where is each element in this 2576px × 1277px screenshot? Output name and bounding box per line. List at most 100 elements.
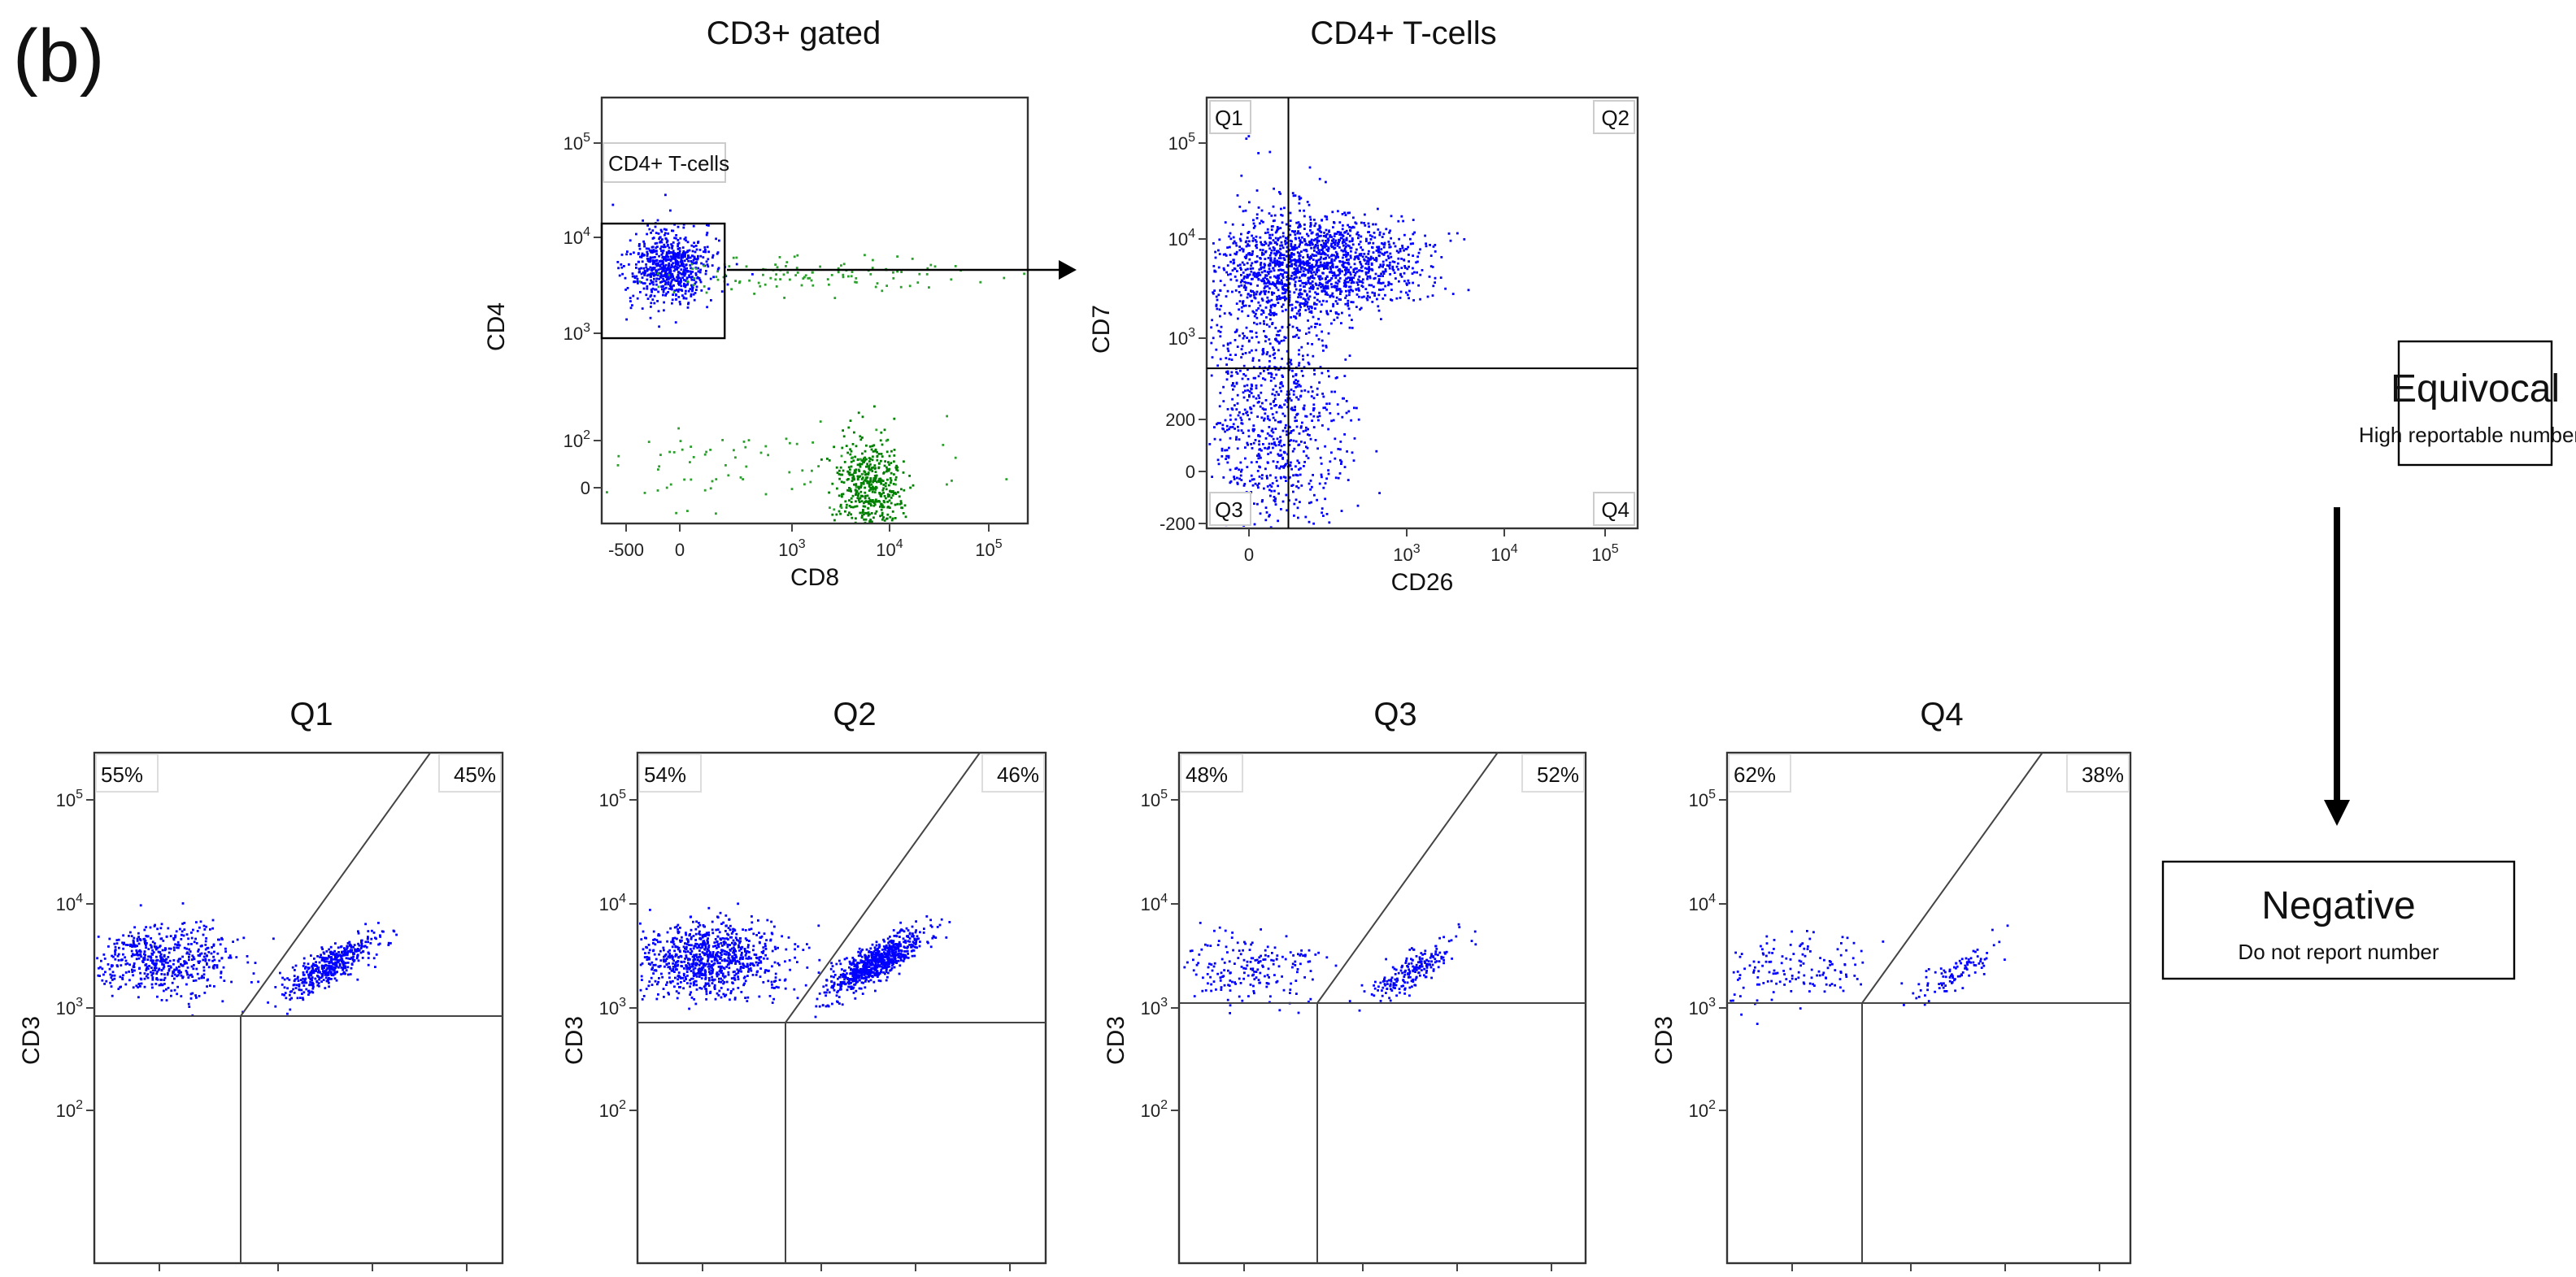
data-point <box>759 451 763 454</box>
data-point <box>868 489 871 492</box>
data-point <box>146 958 150 961</box>
data-point <box>862 461 864 464</box>
data-point <box>1244 374 1247 377</box>
data-point <box>1264 399 1268 402</box>
data-point <box>1387 241 1390 243</box>
data-point <box>146 973 150 975</box>
data-point <box>1350 301 1353 303</box>
data-point <box>690 284 693 287</box>
data-point <box>715 512 717 515</box>
data-point <box>159 945 162 947</box>
data-point <box>664 281 668 285</box>
data-point <box>285 997 288 1000</box>
data-point <box>1317 284 1321 287</box>
data-point <box>812 271 814 274</box>
data-point <box>681 259 683 263</box>
data-point <box>1333 235 1336 237</box>
data-point <box>1399 273 1402 276</box>
data-point <box>894 478 897 481</box>
data-point <box>1272 460 1275 463</box>
data-point <box>333 963 336 966</box>
data-point <box>1375 450 1378 453</box>
data-point <box>692 456 695 458</box>
data-point <box>681 276 684 279</box>
data-point <box>1273 357 1276 359</box>
data-point <box>1223 312 1226 315</box>
data-point <box>114 949 116 952</box>
data-point <box>1322 395 1325 398</box>
data-point <box>1284 476 1287 479</box>
data-point <box>665 267 668 270</box>
data-point <box>1235 438 1238 441</box>
data-point <box>753 293 755 295</box>
data-point <box>656 274 659 276</box>
data-point <box>721 439 724 441</box>
data-point <box>1307 305 1309 308</box>
data-point <box>1419 273 1422 276</box>
data-point <box>892 271 894 274</box>
data-point <box>1352 281 1355 284</box>
data-point <box>1260 456 1262 459</box>
data-point <box>257 980 259 984</box>
data-point <box>867 471 870 474</box>
data-point <box>122 947 124 950</box>
data-point <box>1274 285 1277 288</box>
data-point <box>859 486 863 489</box>
data-point <box>1355 289 1358 291</box>
data-point <box>855 468 858 471</box>
data-point <box>1338 280 1341 283</box>
tick-label: 105 <box>975 537 1002 560</box>
data-point <box>1276 226 1279 228</box>
data-point <box>691 977 694 980</box>
data-point <box>167 971 169 975</box>
data-point <box>1278 406 1281 409</box>
data-point <box>877 466 881 469</box>
data-point <box>706 224 708 227</box>
data-point <box>1288 440 1291 442</box>
data-point <box>851 476 854 480</box>
tick-label: 103 <box>1393 542 1420 565</box>
data-point <box>1234 252 1237 255</box>
data-point <box>181 933 183 936</box>
data-point <box>903 460 905 463</box>
data-point <box>872 488 874 491</box>
data-point <box>1321 476 1323 479</box>
data-point <box>1330 322 1333 325</box>
data-point <box>1386 250 1389 254</box>
data-point <box>119 975 122 979</box>
data-point <box>1277 342 1281 345</box>
data-point <box>1260 298 1264 300</box>
data-point <box>1338 288 1341 290</box>
data-point <box>698 949 701 952</box>
data-point <box>863 502 865 505</box>
data-point <box>325 960 329 963</box>
data-point <box>1295 327 1299 329</box>
data-point <box>891 510 894 513</box>
data-point <box>1367 271 1370 274</box>
tick-label: 104 <box>564 225 590 248</box>
data-point <box>616 261 620 263</box>
data-point <box>340 973 342 975</box>
data-point <box>1290 275 1293 277</box>
data-point <box>888 467 891 471</box>
data-point <box>685 932 687 934</box>
data-point <box>1289 361 1292 364</box>
data-point <box>1302 375 1304 377</box>
data-point <box>202 966 206 969</box>
data-point <box>1325 345 1328 347</box>
data-point <box>1338 238 1340 241</box>
data-point <box>709 449 711 451</box>
data-point <box>662 269 664 272</box>
data-point <box>1225 271 1228 274</box>
data-point <box>1312 315 1315 319</box>
data-point <box>1349 271 1351 274</box>
data-point <box>1273 252 1276 255</box>
data-point <box>1244 268 1247 271</box>
data-point <box>1345 270 1347 272</box>
data-point <box>1358 243 1360 245</box>
data-point <box>307 973 310 976</box>
data-point <box>1405 291 1408 294</box>
data-point <box>333 977 337 980</box>
data-point <box>114 950 116 953</box>
data-point <box>325 971 328 974</box>
